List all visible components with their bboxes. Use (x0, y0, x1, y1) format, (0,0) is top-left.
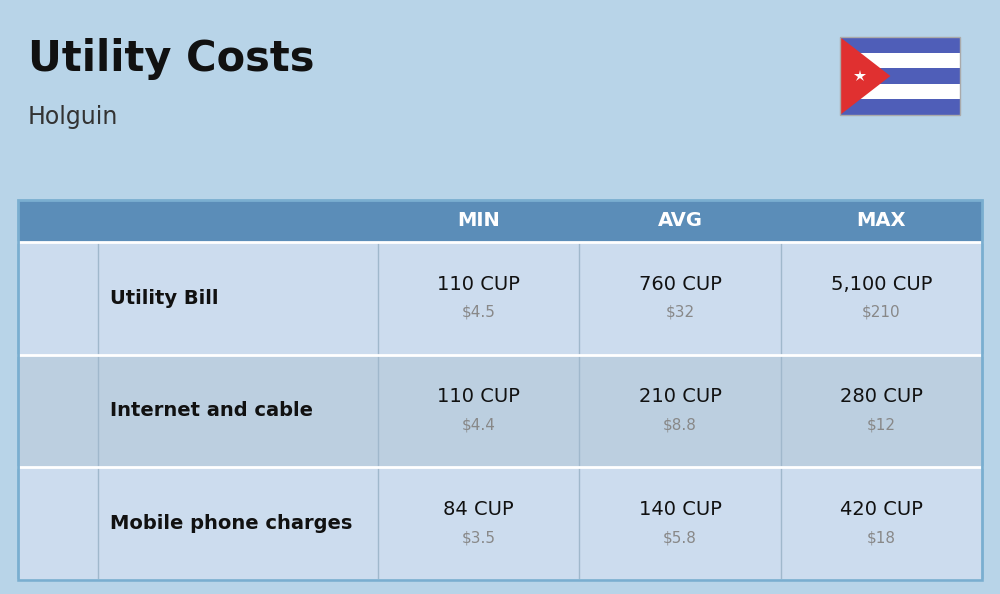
Bar (840, 84, 960, 99)
Text: Mobile phone charges: Mobile phone charges (110, 514, 352, 533)
Text: $18: $18 (867, 530, 896, 545)
Text: MAX: MAX (857, 211, 906, 230)
Bar (840, 99, 960, 115)
Bar (18, 355, 982, 467)
Text: 210 CUP: 210 CUP (639, 387, 721, 406)
Text: $5.8: $5.8 (663, 530, 697, 545)
Text: 420 CUP: 420 CUP (840, 500, 923, 519)
Text: $4.5: $4.5 (462, 305, 496, 320)
Text: $8.8: $8.8 (663, 418, 697, 432)
Bar (18, 200, 982, 242)
Text: 110 CUP: 110 CUP (437, 275, 520, 294)
Text: Utility Bill: Utility Bill (110, 289, 218, 308)
Text: 280 CUP: 280 CUP (840, 387, 923, 406)
Text: 760 CUP: 760 CUP (639, 275, 721, 294)
Polygon shape (840, 37, 890, 115)
Text: $12: $12 (867, 418, 896, 432)
Text: 110 CUP: 110 CUP (437, 387, 520, 406)
Text: $3.5: $3.5 (462, 530, 496, 545)
Text: $32: $32 (665, 305, 695, 320)
Text: $4.4: $4.4 (462, 418, 496, 432)
Bar (840, 37, 960, 115)
Text: Holguin: Holguin (28, 105, 118, 129)
Text: $210: $210 (862, 305, 901, 320)
Bar (840, 37, 960, 53)
Text: AVG: AVG (658, 211, 702, 230)
Bar (840, 68, 960, 84)
Bar (840, 53, 960, 68)
Text: Internet and cable: Internet and cable (110, 402, 313, 421)
Text: Utility Costs: Utility Costs (28, 38, 314, 80)
Bar (18, 467, 982, 580)
Bar (18, 242, 982, 355)
Text: MIN: MIN (457, 211, 500, 230)
Bar (18, 200, 982, 580)
Text: 5,100 CUP: 5,100 CUP (831, 275, 932, 294)
Bar (18, 200, 378, 242)
Text: 84 CUP: 84 CUP (443, 500, 514, 519)
Text: 140 CUP: 140 CUP (639, 500, 721, 519)
